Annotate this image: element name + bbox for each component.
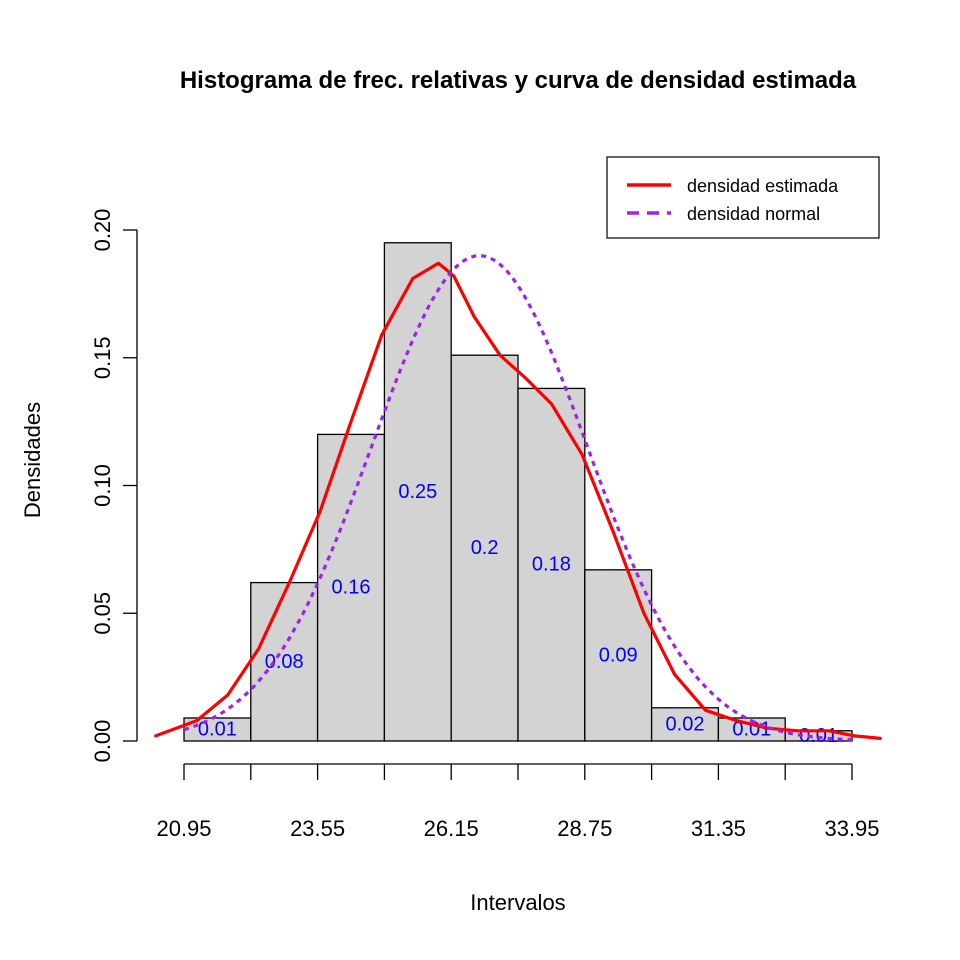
bar-value-label: 0.16 (332, 577, 371, 599)
histogram-bar (450, 354, 519, 742)
x-tick-label: 20.95 (156, 816, 211, 841)
histogram-bar (316, 433, 386, 742)
y-tick-label: 0.00 (90, 720, 115, 763)
x-tick-label: 33.95 (824, 816, 879, 841)
x-tick-label: 26.15 (424, 816, 479, 841)
bar-value-label: 0.02 (666, 713, 705, 735)
bar-value-label: 0.01 (799, 725, 838, 747)
density-curves (154, 253, 882, 742)
x-axis: 20.95 23.55 26.15 28.75 31.35 33.95 (156, 763, 880, 841)
bar-value-label: 0.09 (599, 644, 638, 666)
legend: densidad estimada densidad normal (606, 156, 880, 239)
chart-title: Histograma de frec. relativas y curva de… (180, 67, 857, 94)
y-tick-label: 0.15 (90, 336, 115, 379)
bar-value-label: 0.08 (265, 651, 304, 673)
x-axis-label: Intervalos (470, 890, 565, 915)
bar-value-label: 0.18 (532, 554, 571, 576)
x-tick-label: 31.35 (691, 816, 746, 841)
bar-value-label: 0.01 (198, 719, 237, 741)
histogram-bar (584, 569, 653, 742)
y-axis: 0.00 0.05 0.10 0.15 0.20 (90, 209, 138, 763)
x-tick-label: 23.55 (290, 816, 345, 841)
bar-value-label: 0.25 (398, 481, 437, 503)
histogram-bar (517, 387, 586, 742)
y-tick-label: 0.05 (90, 592, 115, 635)
y-tick-label: 0.20 (90, 209, 115, 252)
x-tick-label: 28.75 (557, 816, 612, 841)
legend-label-estimated: densidad estimada (687, 176, 839, 196)
bar-value-label: 0.2 (471, 537, 499, 559)
legend-box (606, 156, 880, 239)
histogram-bar (250, 581, 319, 742)
legend-label-normal: densidad normal (687, 204, 820, 224)
y-axis-label: Densidades (20, 402, 45, 518)
y-tick-label: 0.10 (90, 464, 115, 507)
